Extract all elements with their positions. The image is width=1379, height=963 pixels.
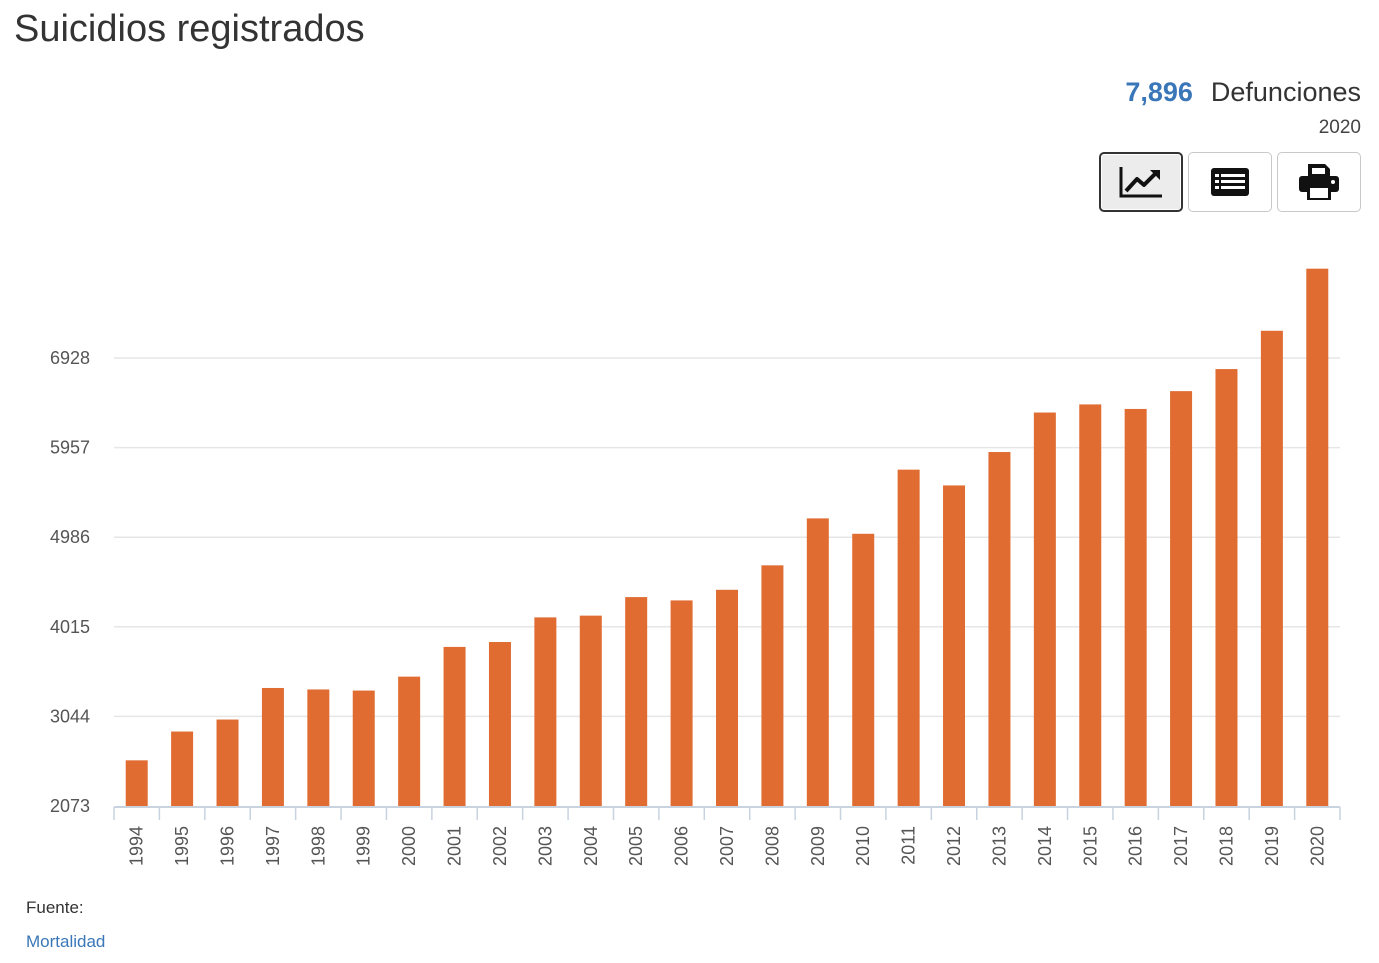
x-tick-label: 1998 xyxy=(308,826,328,866)
x-tick-label: 1996 xyxy=(218,826,238,866)
x-tick-label: 1994 xyxy=(127,826,147,866)
x-tick-label: 2001 xyxy=(445,826,465,866)
bar[interactable] xyxy=(670,600,693,806)
y-tick-label: 5957 xyxy=(50,438,90,458)
bar[interactable] xyxy=(307,689,330,806)
x-tick-label: 2018 xyxy=(1216,826,1236,866)
x-tick-label: 1995 xyxy=(172,826,192,866)
x-tick-label: 2016 xyxy=(1126,826,1146,866)
y-tick-labels: 2073 3044 4015 4986 5957 6928 xyxy=(50,348,90,816)
y-tick-label: 3044 xyxy=(50,706,90,726)
bar[interactable] xyxy=(988,452,1011,806)
bar[interactable] xyxy=(579,615,602,806)
bar[interactable] xyxy=(534,617,557,806)
summary-value: 7,896 xyxy=(1125,77,1193,107)
x-tick-labels: 1994 1995 1996 1997 1998 1999 2000 2001 2002 2003… xyxy=(127,826,1328,866)
y-tick-label: 4015 xyxy=(50,617,90,637)
y-tick-label: 6928 xyxy=(50,348,90,368)
bar[interactable] xyxy=(216,719,239,806)
x-tick-label: 2009 xyxy=(808,826,828,866)
x-tick-label: 2014 xyxy=(1035,826,1055,866)
x-tick-label: 2003 xyxy=(535,826,555,866)
y-tick-label: 2073 xyxy=(50,796,90,816)
page-title: Suicidios registrados xyxy=(14,8,365,50)
bar[interactable] xyxy=(943,485,966,806)
x-tick-label: 2002 xyxy=(490,826,510,866)
bar[interactable] xyxy=(1033,412,1056,806)
bar[interactable] xyxy=(1124,408,1147,806)
bar[interactable] xyxy=(398,676,421,806)
bar[interactable] xyxy=(125,760,148,806)
x-tick-label: 2010 xyxy=(853,826,873,866)
bar[interactable] xyxy=(625,597,648,806)
bar[interactable] xyxy=(488,642,511,806)
x-tick-label: 1997 xyxy=(263,826,283,866)
source-label: Fuente: xyxy=(26,898,84,917)
printer-icon xyxy=(1299,164,1339,200)
bar[interactable] xyxy=(852,533,875,806)
x-tick-label: 2007 xyxy=(717,826,737,866)
bar[interactable] xyxy=(1260,330,1283,806)
bar[interactable] xyxy=(1306,268,1329,806)
bar[interactable] xyxy=(1170,391,1193,806)
x-tick-label: 2019 xyxy=(1262,826,1282,866)
x-tick-label: 2013 xyxy=(989,826,1009,866)
x-tick-label: 2008 xyxy=(762,826,782,866)
summary-line: 7,896 Defunciones xyxy=(1125,74,1361,110)
bar[interactable] xyxy=(716,589,738,806)
bar[interactable] xyxy=(443,646,466,806)
bar[interactable] xyxy=(897,469,920,806)
x-tick-label: 2006 xyxy=(672,826,692,866)
summary-unit: Defunciones xyxy=(1210,77,1361,107)
table-view-button[interactable] xyxy=(1188,152,1272,212)
bar[interactable] xyxy=(1215,369,1238,806)
x-tick-label: 2004 xyxy=(581,826,601,866)
x-tick-label: 2020 xyxy=(1307,826,1327,866)
print-button[interactable] xyxy=(1277,152,1361,212)
x-tick-label: 2000 xyxy=(399,826,419,866)
source-link[interactable]: Mortalidad xyxy=(26,932,106,951)
bar[interactable] xyxy=(171,731,194,806)
summary-year: 2020 xyxy=(1318,117,1361,138)
chart-view-button[interactable] xyxy=(1099,152,1183,212)
list-icon xyxy=(1211,168,1249,196)
bar[interactable] xyxy=(1079,404,1102,806)
bar[interactable] xyxy=(761,565,784,806)
x-tick-label: 2017 xyxy=(1171,826,1191,866)
bar[interactable] xyxy=(806,518,829,806)
view-toolbar xyxy=(1099,152,1361,212)
x-tick-label: 1999 xyxy=(354,826,374,866)
x-tick-label: 2011 xyxy=(899,826,919,865)
x-tick-label: 2005 xyxy=(626,826,646,866)
y-tick-label: 4986 xyxy=(50,527,90,547)
chart-line-icon xyxy=(1119,167,1162,198)
bar[interactable] xyxy=(352,690,375,806)
bar[interactable] xyxy=(261,687,284,806)
bars xyxy=(125,268,1329,806)
x-tick-label: 2015 xyxy=(1080,826,1100,866)
x-axis xyxy=(113,806,1341,820)
summary-panel: 7,896 Defunciones 2020 xyxy=(1125,74,1361,142)
x-tick-label: 2012 xyxy=(944,826,964,866)
